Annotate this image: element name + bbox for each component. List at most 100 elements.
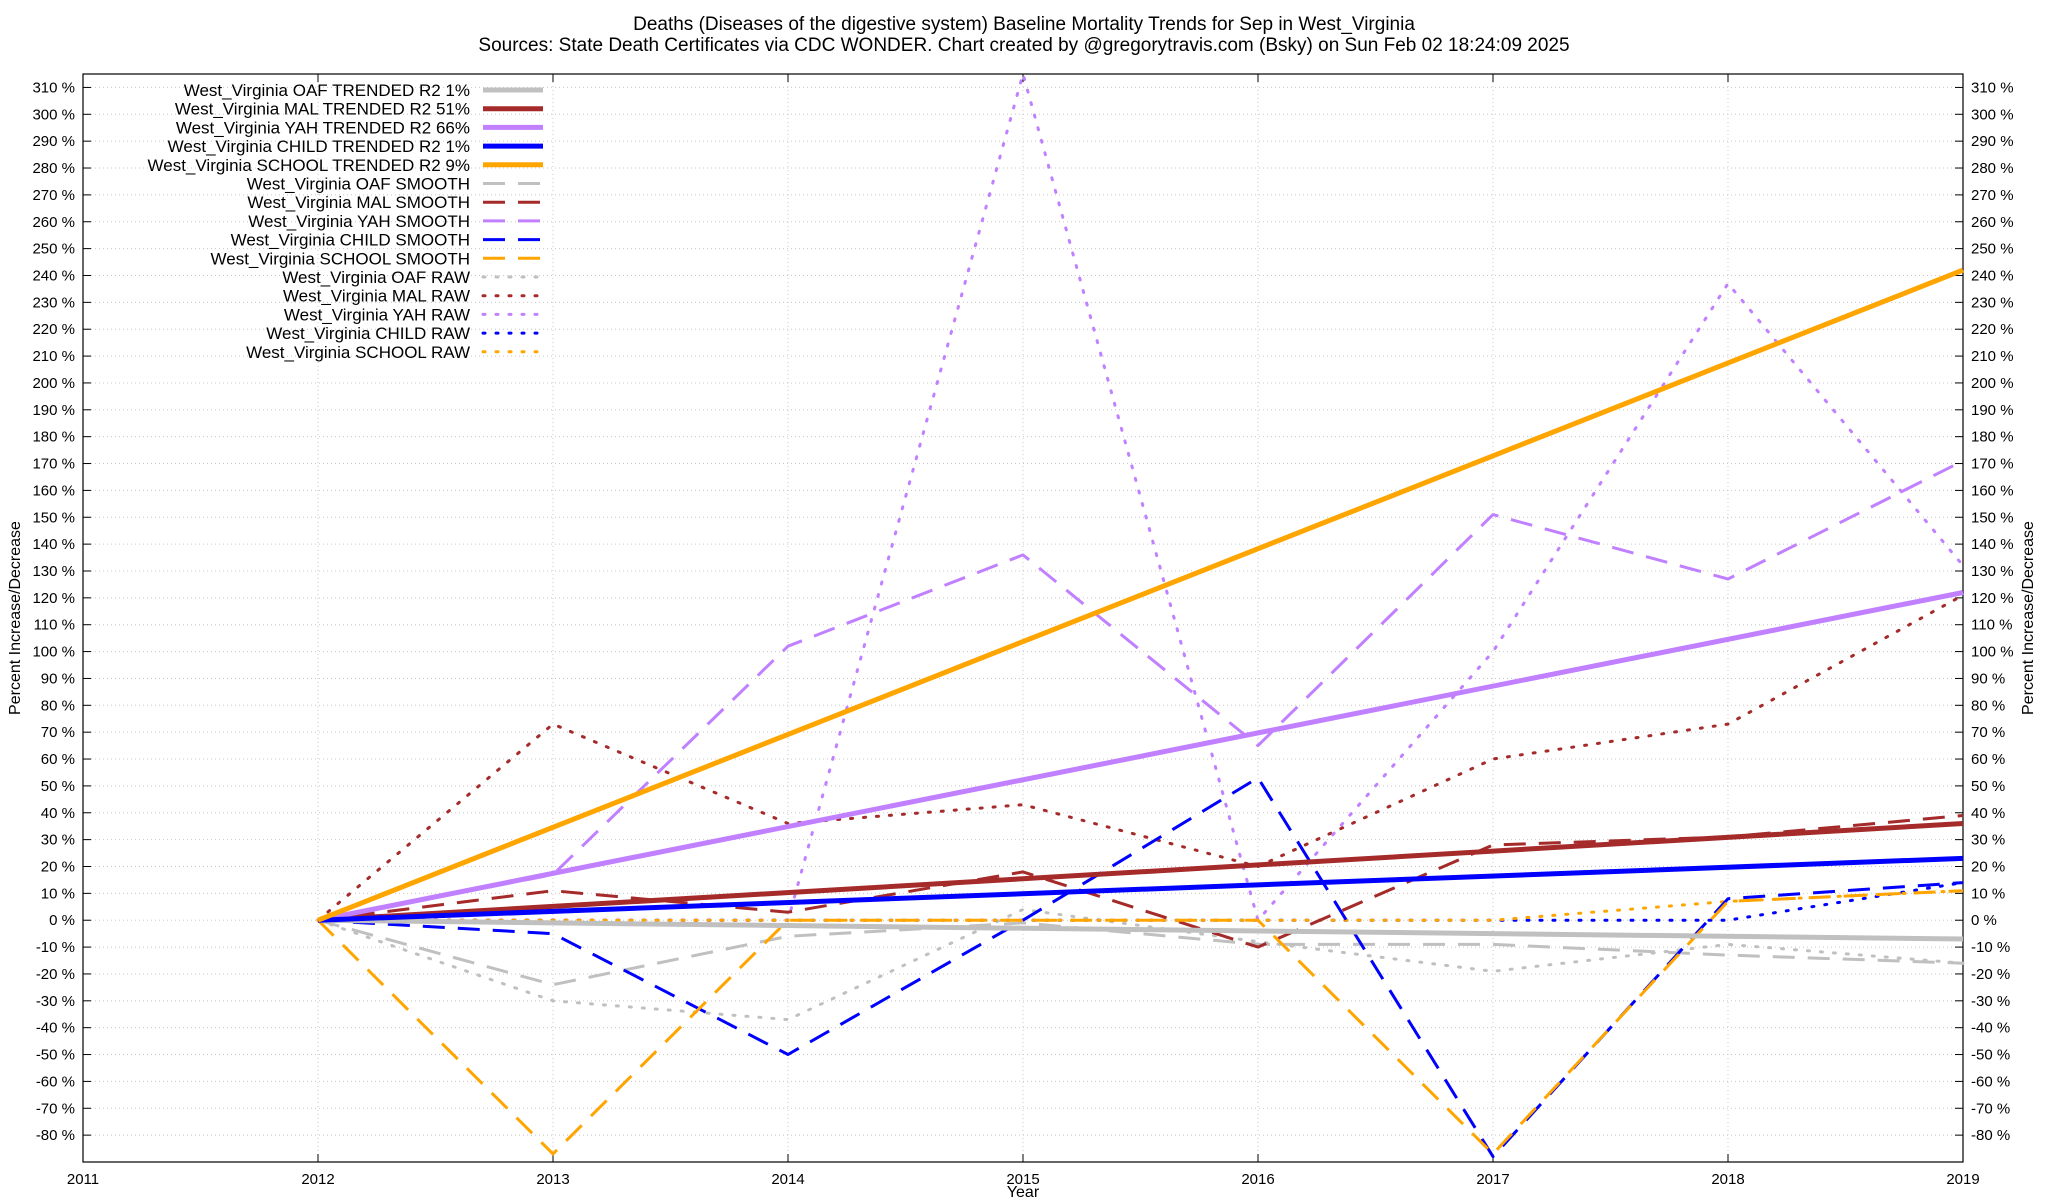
series-line-3 bbox=[317, 855, 1964, 923]
series-line-9 bbox=[316, 889, 1964, 1156]
y-tick-label-left: 110 % bbox=[34, 617, 75, 634]
y-tick-label-right: 280 % bbox=[1971, 160, 2014, 177]
axis-ticks: -80 % -80 % -70 % -70 % -60 % -60 % -50 % -50 %… bbox=[32, 74, 2014, 1188]
y-tick-label-right: 300 % bbox=[1971, 106, 2014, 123]
x-tick-label: 2018 bbox=[1711, 1171, 1744, 1188]
x-tick-label: 2014 bbox=[771, 1171, 804, 1188]
y-tick-label-left: 10 % bbox=[41, 885, 75, 902]
y-tick-label-left: 140 % bbox=[32, 536, 75, 553]
legend-label-9: West_Virginia SCHOOL SMOOTH bbox=[211, 249, 470, 268]
y-tick-label-right: 50 % bbox=[1971, 778, 2005, 795]
y-tick-label-right: -70 % bbox=[1971, 1100, 2010, 1117]
legend-label-3: West_Virginia CHILD TRENDED R2 1% bbox=[168, 137, 470, 156]
y-tick-label-left: 40 % bbox=[41, 805, 75, 822]
y-tick-label-right: 30 % bbox=[1971, 832, 2005, 849]
legend-label-4: West_Virginia SCHOOL TRENDED R2 9% bbox=[148, 156, 470, 175]
y-tick-label-left: -50 % bbox=[36, 1047, 75, 1064]
y-tick-label-right: 290 % bbox=[1971, 133, 2014, 150]
y-tick-label-left: 270 % bbox=[32, 187, 75, 204]
series-line-1 bbox=[317, 821, 1964, 923]
y-tick-label-right: 120 % bbox=[1971, 590, 2014, 607]
x-tick-label: 2012 bbox=[301, 1171, 334, 1188]
y-tick-label-left: 190 % bbox=[32, 402, 75, 419]
legend-label-2: West_Virginia YAH TRENDED R2 66% bbox=[176, 118, 470, 137]
y-tick-label-right: -80 % bbox=[1971, 1127, 2010, 1144]
y-axis-label-left: Percent Increase/Decrease bbox=[7, 521, 24, 715]
legend-label-6: West_Virginia MAL SMOOTH bbox=[247, 193, 470, 212]
y-tick-label-right: -60 % bbox=[1971, 1073, 2010, 1090]
y-tick-label-left: -30 % bbox=[36, 993, 75, 1010]
y-tick-label-left: 90 % bbox=[41, 670, 75, 687]
y-tick-label-right: -20 % bbox=[1971, 966, 2010, 983]
y-tick-label-left: 150 % bbox=[32, 509, 75, 526]
y-tick-label-right: -40 % bbox=[1971, 1020, 2010, 1037]
y-tick-label-left: -40 % bbox=[36, 1020, 75, 1037]
y-tick-label-right: 170 % bbox=[1971, 456, 2014, 473]
y-tick-label-right: 90 % bbox=[1971, 670, 2005, 687]
y-tick-label-right: 80 % bbox=[1971, 697, 2005, 714]
y-tick-label-left: -20 % bbox=[36, 966, 75, 983]
y-tick-label-right: 60 % bbox=[1971, 751, 2005, 768]
y-tick-label-right: 0 % bbox=[1971, 912, 1997, 929]
y-tick-label-left: 250 % bbox=[32, 241, 75, 258]
y-tick-label-left: 240 % bbox=[32, 267, 75, 284]
legend-label-12: West_Virginia YAH RAW bbox=[284, 305, 470, 324]
series-line-4 bbox=[317, 267, 1964, 923]
series-line-0 bbox=[317, 917, 1964, 942]
y-tick-label-left: 0 % bbox=[49, 912, 75, 929]
y-tick-label-left: 100 % bbox=[32, 644, 75, 661]
y-tick-label-left: -10 % bbox=[36, 939, 75, 956]
x-axis-label: Year bbox=[1007, 1184, 1040, 1200]
y-tick-label-right: 180 % bbox=[1971, 429, 2014, 446]
chart-title: Deaths (Diseases of the digestive system… bbox=[633, 14, 1415, 35]
y-tick-label-right: 130 % bbox=[1971, 563, 2014, 580]
y-tick-label-left: -60 % bbox=[36, 1073, 75, 1090]
series-group bbox=[316, 72, 1965, 1159]
y-tick-label-left: 20 % bbox=[41, 858, 75, 875]
x-tick-label: 2019 bbox=[1946, 1171, 1979, 1188]
legend-label-10: West_Virginia OAF RAW bbox=[282, 268, 470, 287]
legend-label-7: West_Virginia YAH SMOOTH bbox=[248, 212, 470, 231]
y-tick-label-left: 200 % bbox=[32, 375, 75, 392]
y-tick-label-right: 140 % bbox=[1971, 536, 2014, 553]
y-tick-label-left: 260 % bbox=[32, 214, 75, 231]
series-line-11 bbox=[316, 593, 1965, 922]
y-axis-label-right: Percent Increase/Decrease bbox=[2020, 521, 2037, 715]
y-tick-label-left: 160 % bbox=[32, 482, 75, 499]
y-tick-label-left: 170 % bbox=[32, 456, 75, 473]
y-tick-label-left: 210 % bbox=[32, 348, 75, 365]
y-tick-label-left: 300 % bbox=[32, 106, 75, 123]
y-tick-label-right: 20 % bbox=[1971, 858, 2005, 875]
y-tick-label-left: 280 % bbox=[32, 160, 75, 177]
y-tick-label-left: 180 % bbox=[32, 429, 75, 446]
y-tick-label-left: 120 % bbox=[32, 590, 75, 607]
series-line-12 bbox=[316, 72, 1965, 922]
y-tick-label-left: 220 % bbox=[32, 321, 75, 338]
y-tick-label-right: 10 % bbox=[1971, 885, 2005, 902]
x-tick-label: 2016 bbox=[1241, 1171, 1274, 1188]
series-line-8 bbox=[317, 776, 1964, 1159]
y-tick-label-right: 110 % bbox=[1971, 617, 2012, 634]
legend-label-0: West_Virginia OAF TRENDED R2 1% bbox=[184, 81, 470, 100]
legend-label-1: West_Virginia MAL TRENDED R2 51% bbox=[175, 100, 470, 119]
legend-label-13: West_Virginia CHILD RAW bbox=[266, 324, 470, 343]
x-tick-label: 2017 bbox=[1476, 1171, 1509, 1188]
y-tick-label-left: 80 % bbox=[41, 697, 75, 714]
chart-subtitle: Sources: State Death Certificates via CD… bbox=[478, 35, 1569, 56]
x-tick-label: 2013 bbox=[536, 1171, 569, 1188]
y-tick-label-right: 160 % bbox=[1971, 482, 2014, 499]
y-tick-label-left: 70 % bbox=[41, 724, 75, 741]
series-line-2 bbox=[317, 590, 1964, 923]
y-tick-label-right: 150 % bbox=[1971, 509, 2014, 526]
series-line-10 bbox=[316, 908, 1965, 1022]
y-tick-label-right: 200 % bbox=[1971, 375, 2014, 392]
x-tick-label: 2011 bbox=[67, 1171, 99, 1188]
y-tick-label-right: 270 % bbox=[1971, 187, 2014, 204]
y-tick-label-right: -50 % bbox=[1971, 1047, 2010, 1064]
legend-label-11: West_Virginia MAL RAW bbox=[283, 287, 470, 306]
y-tick-label-right: 190 % bbox=[1971, 402, 2014, 419]
y-tick-label-right: 220 % bbox=[1971, 321, 2014, 338]
y-tick-label-left: -80 % bbox=[36, 1127, 75, 1144]
y-tick-label-right: 250 % bbox=[1971, 241, 2014, 258]
